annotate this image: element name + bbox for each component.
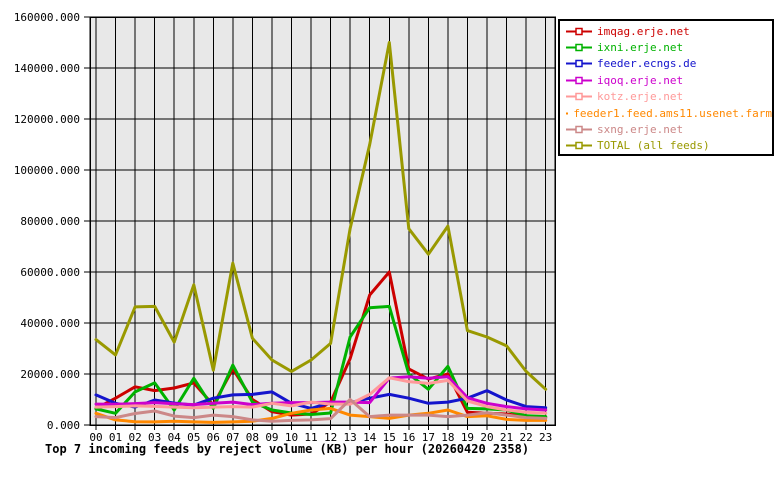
legend-label: ixni.erje.net (597, 41, 684, 55)
x-axis-tick-label: 04 (168, 431, 182, 444)
legend-line-marker-icon (566, 93, 592, 101)
x-axis-tick-label: 23 (539, 431, 552, 444)
x-axis-tick-label: 03 (148, 431, 161, 444)
y-axis-tick-label: 160000.000 (14, 11, 80, 24)
x-axis-tick-label: 06 (207, 431, 220, 444)
legend-line-marker-icon (566, 27, 592, 35)
legend-item: feeder1.feed.ams11.usenet.farm (560, 105, 772, 121)
series-line-kotz-erje-net (94, 376, 548, 415)
x-axis-tick-label: 02 (128, 431, 141, 444)
y-axis-tick-label: 140000.000 (14, 62, 80, 75)
legend-item: ixni.erje.net (560, 39, 772, 55)
legend-label: sxng.erje.net (597, 123, 684, 137)
x-axis-tick-label: 10 (285, 431, 298, 444)
legend-item: feeder.ecngs.de (560, 56, 772, 72)
legend-line-marker-icon (566, 125, 592, 134)
x-axis-tick-label: 15 (383, 431, 396, 444)
x-axis-tick-label: 22 (519, 431, 532, 444)
legend-item: iqoq.erje.net (560, 72, 772, 88)
x-axis-tick-label: 20 (480, 431, 493, 444)
x-axis-tick-label: 14 (363, 431, 377, 444)
x-axis-tick-label: 16 (402, 431, 415, 444)
x-axis-tick-label: 08 (246, 431, 259, 444)
legend-line-marker-icon (566, 76, 592, 85)
x-axis-tick-label: 19 (461, 431, 474, 444)
legend-box: imqag.erje.net ixni.erje.net feeder.ecngs.… (558, 19, 774, 156)
x-axis-tick-label: 01 (109, 431, 122, 444)
legend-label: kotz.erje.net (597, 90, 684, 104)
y-axis-tick-label: 60000.000 (20, 266, 80, 279)
x-axis-tick-label: 21 (500, 431, 513, 444)
x-axis-tick-label: 00 (89, 431, 102, 444)
legend-line-marker-icon (566, 43, 592, 52)
y-axis-tick-label: 20000.000 (20, 368, 80, 381)
legend-label: imqag.erje.net (597, 24, 690, 38)
x-axis-tick-label: 17 (422, 431, 435, 444)
x-axis-tick-label: 12 (324, 431, 337, 444)
legend-item: imqag.erje.net (560, 23, 772, 39)
x-axis-tick-label: 09 (265, 431, 278, 444)
x-axis-tick-label: 13 (344, 431, 357, 444)
y-axis-tick-label: 120000.000 (14, 113, 80, 126)
legend-item: kotz.erje.net (560, 89, 772, 105)
legend-item: TOTAL (all feeds) (560, 138, 772, 154)
series-line-feeder1-feed-ams11-usenet-farm (94, 406, 548, 424)
x-axis-tick-label: 11 (304, 431, 317, 444)
x-axis-tick-label: 05 (187, 431, 200, 444)
y-axis-tick-label: 100000.000 (14, 164, 80, 177)
legend-label: feeder1.feed.ams11.usenet.farm (573, 106, 772, 120)
plot-border (89, 16, 556, 426)
x-axis-tick-label: 18 (441, 431, 454, 444)
legend-label: TOTAL (all feeds) (597, 139, 710, 153)
legend-label: feeder.ecngs.de (597, 57, 697, 71)
y-axis-tick-label: 0.000 (47, 419, 80, 432)
y-axis-tick-label: 80000.000 (20, 215, 80, 228)
chart-title: Top 7 incoming feeds by reject volume (K… (45, 442, 530, 456)
y-axis-tick-label: 40000.000 (20, 317, 80, 330)
legend-line-marker-icon (566, 112, 569, 115)
series-line-total-all-feeds- (94, 41, 548, 391)
x-axis-tick-label: 07 (226, 431, 239, 444)
legend-item: sxng.erje.net (560, 121, 772, 137)
legend-line-marker-icon (566, 142, 592, 150)
legend-line-marker-icon (566, 60, 592, 68)
legend-label: iqoq.erje.net (597, 73, 684, 87)
series-line-sxng-erje-net (94, 398, 548, 423)
